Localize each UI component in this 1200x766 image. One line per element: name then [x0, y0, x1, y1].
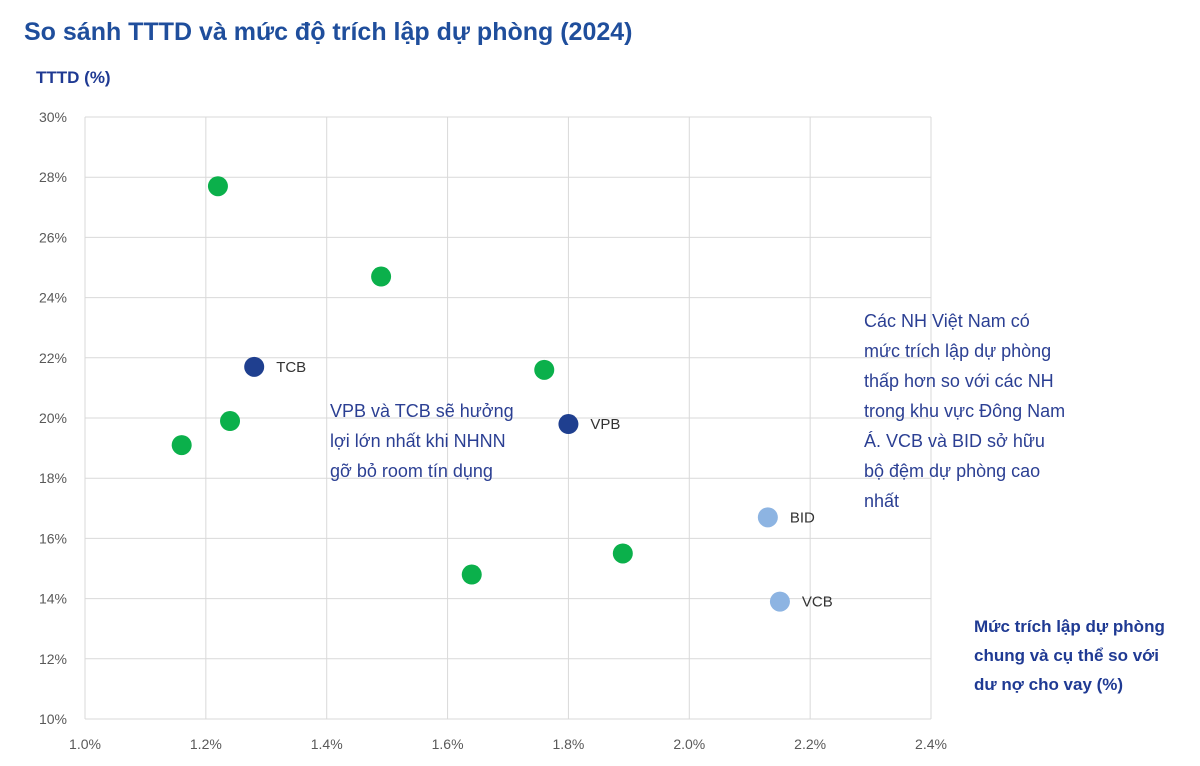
- x-tick-label: 2.2%: [794, 736, 826, 752]
- x-tick-label: 1.2%: [190, 736, 222, 752]
- x-tick-label: 1.8%: [552, 736, 584, 752]
- point-label-vpb: VPB: [590, 416, 620, 433]
- x-tick-label: 1.6%: [432, 736, 464, 752]
- point-layer: TCB VPB BID VCB: [171, 176, 833, 612]
- chart-title: So sánh TTTD và mức độ trích lập dự phòn…: [24, 18, 633, 46]
- data-point-tcb: [244, 356, 265, 377]
- y-tick-label: 18%: [39, 470, 67, 486]
- data-point: [220, 411, 241, 432]
- x-tick-label: 1.4%: [311, 736, 343, 752]
- y-tick-label: 12%: [39, 651, 67, 667]
- data-point: [534, 359, 555, 380]
- x-tick-label: 2.4%: [915, 736, 947, 752]
- y-tick-label: 10%: [39, 711, 67, 727]
- annotation-left: VPB và TCB sẽ hưởng lợi lớn nhất khi NHN…: [330, 401, 514, 481]
- x-axis-label: Mức trích lập dự phòng chung và cụ thể s…: [974, 617, 1165, 694]
- data-point: [612, 543, 633, 564]
- y-tick-label: 20%: [39, 410, 67, 426]
- data-point-vpb: [558, 414, 579, 435]
- data-point: [207, 176, 228, 197]
- y-tick-label: 16%: [39, 530, 67, 546]
- point-label-bid: BID: [790, 509, 815, 526]
- data-point-bid: [757, 507, 778, 528]
- x-tick-label: 1.0%: [69, 736, 101, 752]
- y-axis-label: TTTD (%): [36, 68, 111, 87]
- x-tick-label: 2.0%: [673, 736, 705, 752]
- y-tick-label: 22%: [39, 350, 67, 366]
- y-tick-label: 24%: [39, 290, 67, 306]
- data-point: [371, 266, 392, 287]
- point-label-tcb: TCB: [276, 359, 306, 376]
- y-tick-label: 26%: [39, 229, 67, 245]
- data-point-vcb: [769, 591, 790, 612]
- point-label-vcb: VCB: [802, 594, 833, 611]
- y-tick-label: 14%: [39, 591, 67, 607]
- y-tick-label: 28%: [39, 169, 67, 185]
- annotation-right: Các NH Việt Nam có mức trích lập dự phòn…: [864, 311, 1066, 511]
- data-point: [461, 564, 482, 585]
- data-point: [171, 435, 192, 456]
- tick-layer: 1.0% 1.2% 1.4% 1.6% 1.8% 2.0% 2.2% 2.4% 10% 12% 14…: [39, 109, 947, 752]
- y-tick-label: 30%: [39, 109, 67, 125]
- grid-layer: [84, 116, 932, 720]
